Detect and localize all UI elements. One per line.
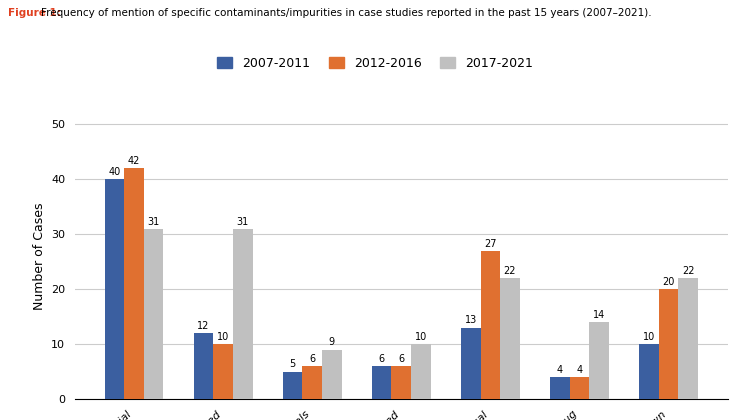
Text: 22: 22 xyxy=(504,266,516,276)
Text: Frequency of mention of specific contaminants/impurities in case studies reporte: Frequency of mention of specific contami… xyxy=(41,8,652,18)
Text: 27: 27 xyxy=(484,239,496,249)
Text: 13: 13 xyxy=(464,315,477,326)
Text: Figure 1:: Figure 1: xyxy=(8,8,64,18)
Bar xyxy=(500,278,520,399)
Text: 31: 31 xyxy=(236,217,249,226)
Bar xyxy=(639,344,658,399)
Bar xyxy=(233,229,253,399)
Text: 22: 22 xyxy=(682,266,694,276)
Legend: 2007-2011, 2012-2016, 2017-2021: 2007-2011, 2012-2016, 2017-2021 xyxy=(217,57,533,70)
Text: 6: 6 xyxy=(398,354,404,364)
Text: 12: 12 xyxy=(197,321,210,331)
Bar xyxy=(302,366,322,399)
Text: 40: 40 xyxy=(108,167,121,177)
Text: 10: 10 xyxy=(643,332,655,342)
Y-axis label: Number of Cases: Number of Cases xyxy=(32,202,46,310)
Bar xyxy=(213,344,233,399)
Bar xyxy=(678,278,698,399)
Bar xyxy=(322,349,341,399)
Text: 4: 4 xyxy=(576,365,583,375)
Bar xyxy=(124,168,144,399)
Text: 6: 6 xyxy=(309,354,315,364)
Text: 9: 9 xyxy=(328,337,334,347)
Bar xyxy=(105,179,125,399)
Bar xyxy=(461,328,481,399)
Bar xyxy=(144,229,164,399)
Bar xyxy=(569,377,590,399)
Bar xyxy=(481,251,500,399)
Text: 6: 6 xyxy=(379,354,385,364)
Bar xyxy=(658,289,678,399)
Text: 31: 31 xyxy=(148,217,160,226)
Bar xyxy=(372,366,392,399)
Text: 14: 14 xyxy=(592,310,605,320)
Text: 10: 10 xyxy=(415,332,427,342)
Bar xyxy=(411,344,430,399)
Bar xyxy=(283,372,302,399)
Bar xyxy=(194,333,213,399)
Text: 20: 20 xyxy=(662,277,675,287)
Text: 5: 5 xyxy=(290,360,296,369)
Bar xyxy=(550,377,569,399)
Bar xyxy=(392,366,411,399)
Text: 10: 10 xyxy=(217,332,229,342)
Bar xyxy=(590,322,609,399)
Text: 4: 4 xyxy=(556,365,562,375)
Text: 42: 42 xyxy=(128,156,140,166)
